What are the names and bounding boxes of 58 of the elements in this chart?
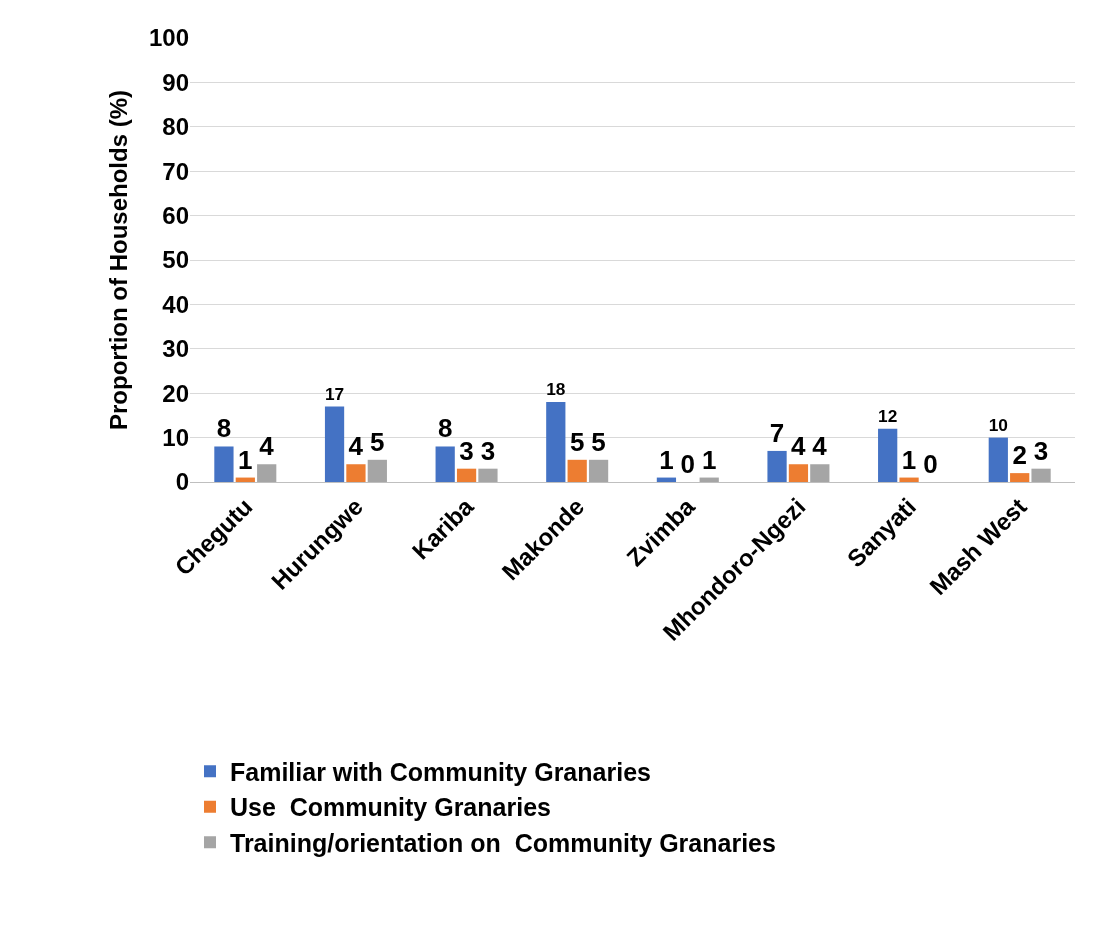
data-label: 1 [238, 444, 253, 475]
legend-label: Use Community Granaries [230, 793, 551, 822]
data-label: 10 [988, 414, 1008, 435]
data-label: 1 [659, 444, 674, 475]
data-label: 1 [901, 444, 917, 475]
bar [788, 464, 809, 482]
bar [810, 464, 830, 482]
y-tick-label: 40 [162, 290, 189, 318]
bar [346, 464, 366, 482]
legend-label: Training/orientation on Community Granaries [230, 828, 776, 857]
y-tick-label: 0 [175, 468, 189, 496]
data-label: 2 [1012, 440, 1027, 471]
data-label: 3 [1033, 435, 1049, 466]
data-label: 0 [680, 449, 696, 479]
y-tick-label: 20 [162, 379, 189, 407]
data-label: 3 [480, 435, 496, 466]
bar [546, 402, 566, 482]
data-label: 4 [812, 431, 828, 462]
data-label: 1 [701, 444, 717, 475]
data-label: 8 [216, 413, 232, 444]
bar [1031, 468, 1051, 482]
data-label: 17 [324, 383, 345, 404]
data-label: 18 [546, 379, 566, 400]
y-tick-label: 60 [162, 202, 189, 229]
data-label: 8 [437, 413, 453, 444]
bar [878, 428, 898, 482]
data-label: 0 [923, 449, 938, 479]
y-tick-label: 100 [148, 24, 189, 52]
data-label: 5 [370, 426, 385, 457]
data-label: 7 [769, 417, 785, 448]
data-label: 3 [459, 435, 474, 466]
bar [435, 446, 455, 482]
bar [567, 459, 587, 482]
y-tick-label: 80 [162, 113, 189, 141]
y-tick-label: 90 [162, 68, 189, 96]
data-label: 4 [259, 431, 275, 462]
bar [588, 459, 609, 482]
y-axis-title: Proportion of Households (%) [105, 90, 133, 430]
legend-label: Familiar with Community Granaries [230, 757, 651, 786]
bar [767, 450, 787, 482]
data-label: 4 [790, 431, 806, 462]
y-tick-label: 50 [162, 246, 189, 274]
bar [324, 406, 345, 482]
data-label: 5 [591, 426, 606, 457]
bar [1010, 473, 1030, 482]
bar [478, 468, 498, 482]
y-tick-label: 70 [162, 157, 189, 185]
y-tick-label: 30 [162, 335, 189, 363]
data-label: 4 [348, 431, 364, 462]
y-tick-label: 10 [162, 424, 189, 451]
bar [988, 437, 1008, 482]
bar [257, 464, 277, 482]
bar [456, 468, 477, 482]
bar [899, 477, 919, 482]
bar [214, 446, 234, 482]
data-label: 12 [878, 405, 898, 426]
bar [367, 459, 387, 482]
data-label: 5 [569, 426, 585, 457]
